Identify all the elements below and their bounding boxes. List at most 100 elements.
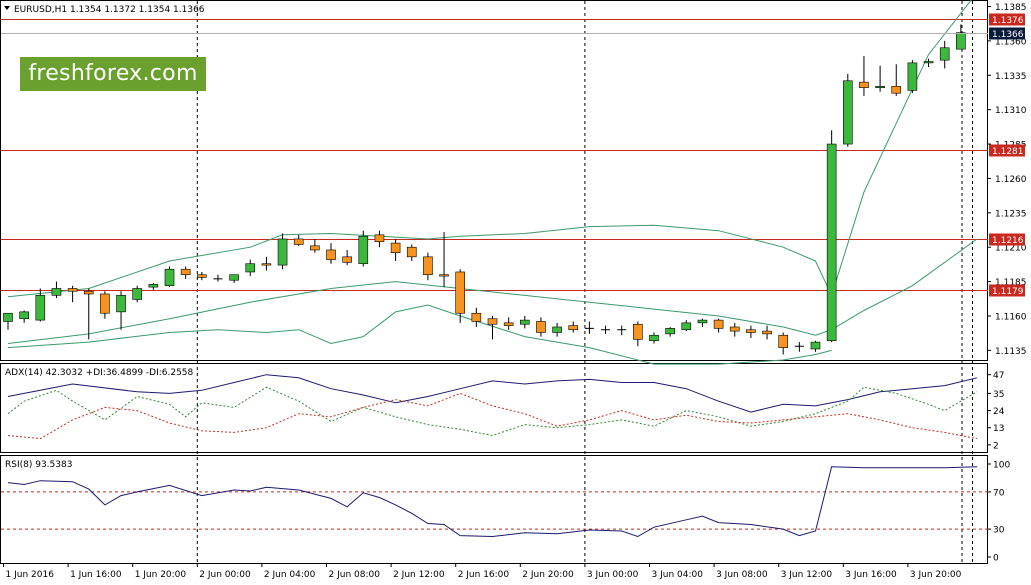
candle-bear [536,321,546,333]
adx-tick-label: 13 [993,424,1004,434]
candle-bull [907,62,918,91]
support-resistance-levels [1,19,988,291]
price-tick-label: 1.1360 [995,37,1027,47]
time-tick-label: 2 Jun 12:00 [393,570,445,580]
adx-di-minus-line [7,392,978,440]
candle-bull [116,295,126,313]
time-tick-label: 1 Jun 20:00 [135,570,187,580]
candle-bull [3,312,13,322]
candle-bull [923,61,934,64]
candle-bull [649,334,659,342]
level-label-box [989,233,1025,246]
candle-bear [180,268,191,276]
rsi-tick-label: 0 [993,554,999,564]
adx-tick-label: 35 [993,390,1004,400]
session-separators [196,1,973,563]
price-tick-label: 1.1235 [995,209,1027,219]
candle-bull [875,85,885,88]
candle-bear [100,293,110,314]
candle-bear [197,274,207,278]
level-label-box [989,144,1025,157]
candle-bull [51,288,62,296]
freshforex-watermark: freshforex.com [20,57,206,91]
candle-bear [762,330,772,335]
candle-bear [83,290,94,295]
main-chart-title: EURUSD,H1 1.1354 1.1372 1.1354 1.1366 [14,5,205,15]
candle-bear [746,329,756,333]
price-tick-label: 1.1160 [995,312,1027,322]
level-label-box [989,13,1025,26]
candle-bear [891,85,902,94]
candle-bull [665,328,675,335]
candle-bear [293,238,304,245]
candle-bull [956,32,966,50]
adx-tick-label: 24 [993,407,1005,417]
current-price-label: 1.1366 [1,27,1025,40]
candle-bull [164,268,175,287]
level-price-labels: 1.1376 1.1281 1.1216 1.1179 [989,13,1025,297]
time-tick-label: 2 Jun 04:00 [264,570,316,580]
time-tick-label: 1 Jun 16:00 [70,570,122,580]
candle-bull [826,143,837,342]
candle-bear [261,263,272,266]
adx-panel-title: ADX(14) 42.3032 +DI:36.4899 -DI:6.2558 [5,368,194,378]
level-label: 1.1376 [992,16,1024,26]
candle-bear [778,334,789,348]
rsi-tick-label: 100 [993,461,1010,471]
time-tick-label: 3 Jun 08:00 [716,570,768,580]
rsi-panel-frame [0,455,988,564]
candle-bull [148,284,159,288]
adx-axis: 47 35 24 13 2 [988,371,1005,451]
candle-bull [132,288,142,300]
rsi-tick-label: 70 [993,488,1005,498]
level-label-box [989,284,1025,297]
time-tick-label: 2 Jun 20:00 [522,570,574,580]
candle-bear [439,274,449,277]
candle-bull [697,319,708,324]
price-tick-label: 1.1310 [995,106,1027,116]
adx-main-line [7,374,978,413]
price-tick-label: 1.1260 [995,175,1027,185]
candle-bull [939,47,950,61]
candle-bull [681,322,692,331]
time-tick-label: 3 Jun 12:00 [781,570,833,580]
candle-bull [842,80,853,145]
candle-bear [326,249,336,260]
main-panel-frame [0,0,988,361]
candle-bear [568,325,579,331]
candle-bear [487,318,498,325]
bollinger-middle-line [7,238,978,344]
chart-menu-triangle-icon[interactable] [4,6,10,10]
candle-bull [19,311,29,320]
candle-bull [552,326,562,333]
candle-bull [277,238,288,266]
candle-bull [35,295,46,321]
candle-bull [358,235,369,265]
bollinger-upper-line [7,0,972,298]
candle-bear [310,245,320,251]
price-tick-label: 1.1135 [995,347,1027,357]
time-tick-label: 2 Jun 16:00 [458,570,510,580]
level-label: 1.1216 [992,236,1024,246]
candle-bear [342,256,352,263]
adx-tick-label: 2 [993,441,999,451]
candle-bear [503,322,514,326]
rsi-panel-title: RSI(8) 93.5383 [5,460,72,470]
current-price-box [989,27,1025,40]
candle-bear [713,319,724,329]
price-tick-label: 1.1385 [995,3,1027,13]
time-tick-label: 1 Jun 2016 [6,570,55,580]
candle-bear [423,256,433,276]
candle-bear [67,288,78,292]
time-tick-label: 3 Jun 04:00 [652,570,704,580]
adx-indicator [7,374,978,440]
candle-bull [229,274,239,281]
time-tick-label: 3 Jun 16:00 [845,570,897,580]
candle-bear [729,326,740,332]
candle-bear [406,246,417,258]
candle-bull [245,263,256,273]
adx-tick-label: 47 [993,371,1004,381]
candle-bull [810,341,821,350]
bollinger-lower-line [7,304,832,365]
